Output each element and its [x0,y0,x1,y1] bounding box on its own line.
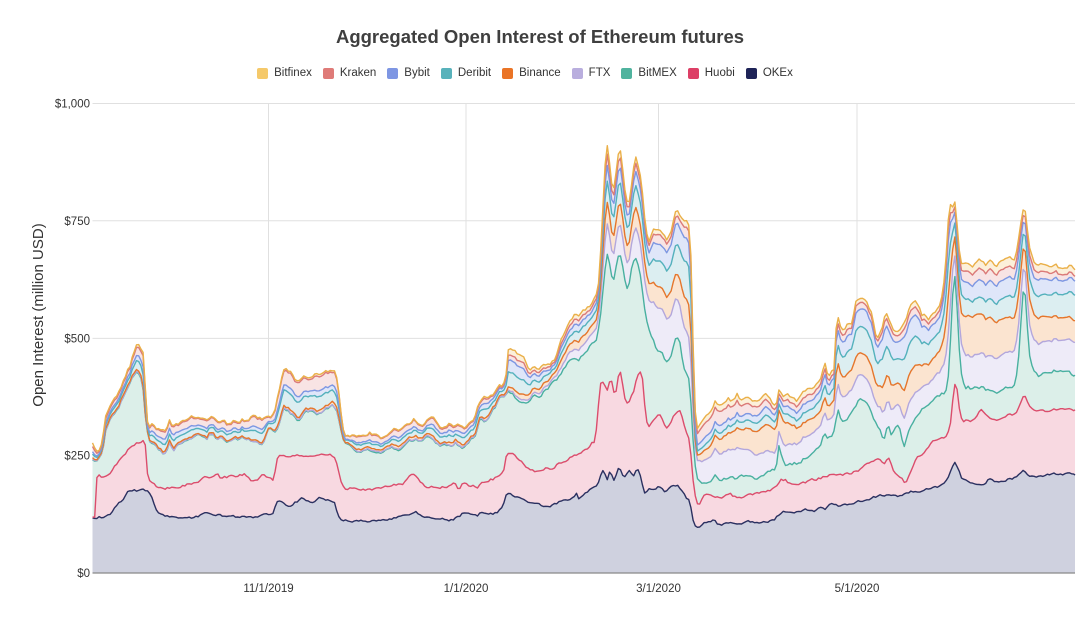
svg-text:$0: $0 [77,568,90,580]
svg-text:1/1/2020: 1/1/2020 [444,583,489,595]
svg-text:$500: $500 [64,333,90,345]
svg-text:$250: $250 [64,451,90,463]
svg-text:Open Interest (million USD): Open Interest (million USD) [30,223,47,406]
svg-text:$750: $750 [64,216,90,228]
svg-text:3/1/2020: 3/1/2020 [636,583,681,595]
svg-text:5/1/2020: 5/1/2020 [835,583,880,595]
svg-text:$1,000: $1,000 [55,99,90,111]
svg-text:11/1/2019: 11/1/2019 [243,583,293,595]
